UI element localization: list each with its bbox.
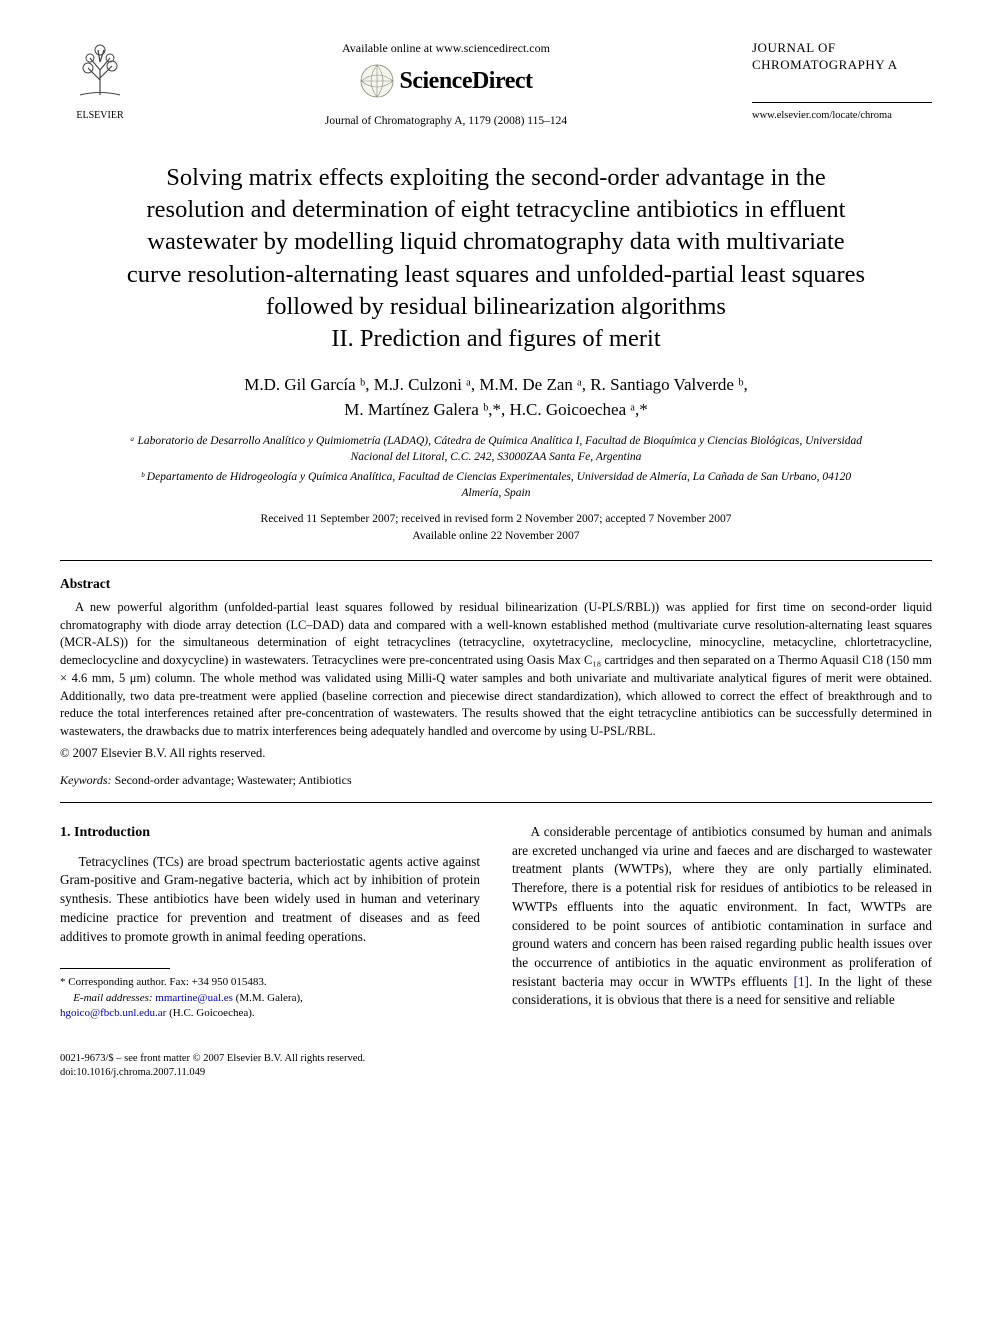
page-footer: 0021-9673/$ – see front matter © 2007 El… bbox=[60, 1052, 932, 1081]
journal-name-line1: JOURNAL OF bbox=[752, 40, 836, 55]
title-line: followed by residual bilinearization alg… bbox=[266, 293, 726, 320]
title-line: resolution and determination of eight te… bbox=[147, 196, 846, 223]
citation-line: Journal of Chromatography A, 1179 (2008)… bbox=[160, 114, 732, 130]
authors-line1: M.D. Gil García ᵇ, M.J. Culzoni ᵃ, M.M. … bbox=[244, 375, 747, 394]
abstract-copyright: © 2007 Elsevier B.V. All rights reserved… bbox=[60, 745, 932, 762]
online-date: Available online 22 November 2007 bbox=[412, 530, 579, 542]
title-block: Solving matrix effects exploiting the se… bbox=[80, 162, 912, 356]
corresponding-author: * Corresponding author. Fax: +34 950 015… bbox=[60, 975, 480, 990]
journal-name-line2: CHROMATOGRAPHY A bbox=[752, 57, 898, 72]
authors-block: M.D. Gil García ᵇ, M.J. Culzoni ᵃ, M.M. … bbox=[60, 372, 932, 423]
elsevier-logo: ELSEVIER bbox=[60, 40, 140, 122]
footer-line-1: 0021-9673/$ – see front matter © 2007 El… bbox=[60, 1052, 932, 1067]
abstract-heading: Abstract bbox=[60, 575, 932, 593]
journal-box: JOURNAL OF CHROMATOGRAPHY A www.elsevier… bbox=[752, 40, 932, 123]
post-abstract-rule bbox=[60, 802, 932, 803]
paper-title: Solving matrix effects exploiting the se… bbox=[80, 162, 912, 356]
footer-line-2: doi:10.1016/j.chroma.2007.11.049 bbox=[60, 1066, 932, 1081]
elsevier-label: ELSEVIER bbox=[60, 109, 140, 123]
section-heading-introduction: 1. Introduction bbox=[60, 823, 480, 843]
affiliation-b: ᵇ Departamento de Hidrogeología y Químic… bbox=[120, 469, 872, 501]
intro-paragraph-1: Tetracyclines (TCs) are broad spectrum b… bbox=[60, 853, 480, 947]
pre-abstract-rule bbox=[60, 560, 932, 561]
footnote-rule bbox=[60, 968, 170, 969]
journal-name: JOURNAL OF CHROMATOGRAPHY A bbox=[752, 40, 932, 74]
right-column: A considerable percentage of antibiotics… bbox=[512, 823, 932, 1022]
title-line: curve resolution-alternating least squar… bbox=[127, 261, 865, 288]
sciencedirect-ball-icon bbox=[360, 64, 394, 98]
keywords-label: Keywords: bbox=[60, 773, 112, 787]
page-header: ELSEVIER Available online at www.science… bbox=[60, 40, 932, 130]
sciencedirect-logo: ScienceDirect bbox=[360, 64, 533, 98]
email-label: E-mail addresses: bbox=[73, 992, 152, 1004]
keywords-text: Second-order advantage; Wastewater; Anti… bbox=[112, 773, 352, 787]
email-line-2: hgoico@fbcb.unl.edu.ar (H.C. Goicoechea)… bbox=[60, 1006, 480, 1021]
center-header: Available online at www.sciencedirect.co… bbox=[140, 40, 752, 130]
left-column: 1. Introduction Tetracyclines (TCs) are … bbox=[60, 823, 480, 1022]
title-line: wastewater by modelling liquid chromatog… bbox=[147, 228, 844, 255]
available-online-text: Available online at www.sciencedirect.co… bbox=[160, 40, 732, 56]
email-who-2: (H.C. Goicoechea). bbox=[166, 1007, 254, 1019]
journal-url: www.elsevier.com/locate/chroma bbox=[752, 109, 932, 123]
intro-paragraph-2: A considerable percentage of antibiotics… bbox=[512, 823, 932, 1010]
received-date: Received 11 September 2007; received in … bbox=[261, 513, 732, 525]
para2-part-a: A considerable percentage of antibiotics… bbox=[512, 824, 932, 989]
dates-block: Received 11 September 2007; received in … bbox=[60, 511, 932, 546]
citation-ref-1[interactable]: [1] bbox=[794, 974, 809, 989]
title-line: Solving matrix effects exploiting the se… bbox=[166, 164, 826, 191]
email-who-1: (M.M. Galera), bbox=[233, 992, 303, 1004]
abstract-text: A new powerful algorithm (unfolded-parti… bbox=[60, 599, 932, 741]
authors-line2: M. Martínez Galera ᵇ,*, H.C. Goicoechea … bbox=[344, 400, 648, 419]
email-line: E-mail addresses: mmartine@ual.es (M.M. … bbox=[60, 991, 480, 1006]
elsevier-tree-icon bbox=[70, 40, 130, 100]
affiliation-a: ᵃ Laboratorio de Desarrollo Analítico y … bbox=[120, 433, 872, 465]
abstract-section: Abstract A new powerful algorithm (unfol… bbox=[60, 575, 932, 788]
sciencedirect-wordmark: ScienceDirect bbox=[400, 65, 533, 97]
keywords-line: Keywords: Second-order advantage; Wastew… bbox=[60, 772, 932, 788]
email-link-2[interactable]: hgoico@fbcb.unl.edu.ar bbox=[60, 1007, 166, 1019]
journal-divider bbox=[752, 102, 932, 103]
email-link-1[interactable]: mmartine@ual.es bbox=[155, 992, 233, 1004]
title-line: II. Prediction and figures of merit bbox=[331, 325, 660, 352]
footnotes-block: * Corresponding author. Fax: +34 950 015… bbox=[60, 975, 480, 1021]
body-columns: 1. Introduction Tetracyclines (TCs) are … bbox=[60, 823, 932, 1022]
